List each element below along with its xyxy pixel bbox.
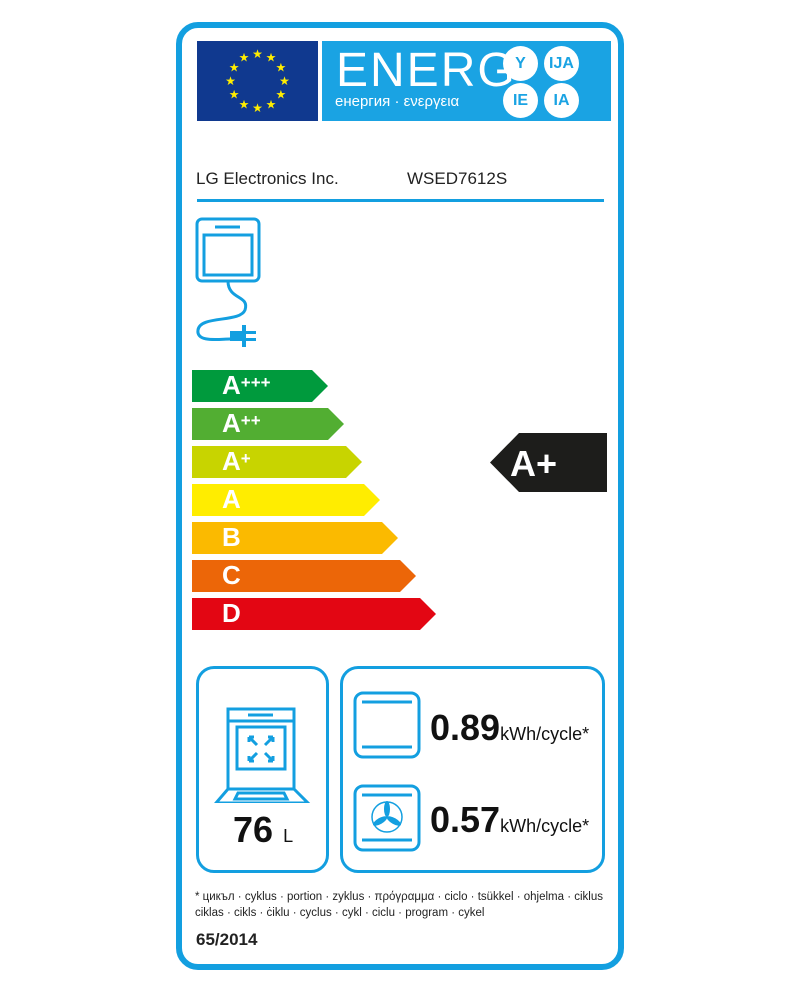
energy-class-bar: C xyxy=(192,560,416,592)
energy-class-label: A+ xyxy=(222,446,251,476)
energy-class-label: A xyxy=(222,484,241,514)
supplier-name: LG Electronics Inc. xyxy=(196,169,339,188)
fan-consumption-value: 0.57 xyxy=(430,799,501,840)
model-identifier: WSED7612S xyxy=(407,169,508,188)
energy-class-label: B xyxy=(222,522,241,552)
language-badge: IE xyxy=(503,83,538,118)
energy-class-label: A+++ xyxy=(222,370,271,400)
oven-volume-icon xyxy=(214,707,311,803)
energy-class-bar: D xyxy=(192,598,436,630)
conventional-oven-icon xyxy=(353,691,421,759)
eu-star-icon: ★ xyxy=(275,61,286,75)
energy-class-bar: A+++ xyxy=(192,370,328,402)
energy-class-label: D xyxy=(222,598,241,628)
fan-oven-icon xyxy=(353,784,421,852)
rated-class-arrow: A+ xyxy=(490,433,607,492)
volume-value: 76 xyxy=(233,809,274,850)
consumption-panel: 0.89kWh/cycle* 0.57kWh/cycle* xyxy=(340,666,605,873)
eu-star-icon: ★ xyxy=(279,74,290,88)
footnote: * цикъл · cyklus · portion · zyklus · πρ… xyxy=(195,889,605,921)
energy-class-label: C xyxy=(222,560,241,590)
language-badge: IA xyxy=(544,83,579,118)
energy-class-label: A++ xyxy=(222,408,261,438)
eu-star-icon: ★ xyxy=(275,88,286,102)
rated-class-label: A+ xyxy=(510,443,557,484)
language-badge: Y xyxy=(503,46,538,81)
eu-star-icon: ★ xyxy=(239,97,250,111)
conventional-consumption-unit: kWh/cycle* xyxy=(500,724,590,744)
eu-star-icon: ★ xyxy=(239,51,250,65)
eu-star-icon: ★ xyxy=(252,47,263,61)
energy-banner: ENERG енергия · ενεργεια Y IJA IE IA xyxy=(322,41,611,121)
eu-stars-icon: ★ ★★★★★★★★★★★ xyxy=(225,47,290,115)
energy-title: ENERG xyxy=(336,44,517,97)
header-divider xyxy=(197,199,604,202)
eu-star-icon: ★ xyxy=(266,97,277,111)
eu-star-icon: ★ xyxy=(266,51,277,65)
eu-flag: ★ ★ ★ ★ ★ ★ ★ ★ ★ ★ ★ ★ xyxy=(197,41,318,121)
energy-subtitle: енергия · ενεργεια xyxy=(335,93,460,110)
energy-class-bar: A+ xyxy=(192,446,362,478)
language-badge: IJA xyxy=(544,46,579,81)
volume-unit: L xyxy=(283,826,294,846)
eu-star-icon: ★ xyxy=(229,61,240,75)
energy-label-frame xyxy=(176,22,624,970)
eu-star-icon: ★ xyxy=(252,101,263,115)
eu-star-icon: ★ xyxy=(225,74,236,88)
energy-class-bar: A xyxy=(192,484,380,516)
footnote-line: * цикъл · cyklus · portion · zyklus · πρ… xyxy=(195,891,603,903)
eu-star-icon: ★ xyxy=(229,88,240,102)
fan-consumption-unit: kWh/cycle* xyxy=(500,816,590,836)
footnote-line: ciklas · cikls · ċiklu · cyclus · cykl ·… xyxy=(195,907,485,919)
conventional-consumption-value: 0.89 xyxy=(430,707,501,748)
volume-panel: 76 L xyxy=(196,666,329,873)
electric-oven-plug-icon xyxy=(195,217,261,347)
regulation-number: 65/2014 xyxy=(196,930,258,949)
energy-class-bar: A++ xyxy=(192,408,344,440)
energy-class-bar: B xyxy=(192,522,398,554)
